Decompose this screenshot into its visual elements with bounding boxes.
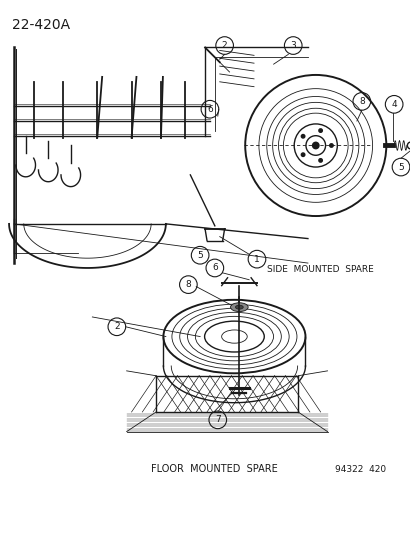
Text: 8: 8: [185, 280, 191, 289]
Text: 1: 1: [254, 255, 259, 264]
Text: 8: 8: [358, 97, 364, 106]
Text: FLOOR  MOUNTED  SPARE: FLOOR MOUNTED SPARE: [151, 464, 277, 474]
Text: 2: 2: [114, 322, 119, 332]
Text: 2: 2: [221, 41, 227, 50]
Text: 3: 3: [290, 41, 295, 50]
Circle shape: [300, 134, 305, 139]
Circle shape: [318, 158, 322, 163]
Circle shape: [311, 142, 319, 149]
Text: 6: 6: [211, 263, 217, 272]
Circle shape: [300, 152, 305, 157]
Text: SIDE  MOUNTED  SPARE: SIDE MOUNTED SPARE: [266, 265, 373, 274]
Text: 5: 5: [197, 251, 202, 260]
Text: 22-420A: 22-420A: [12, 18, 70, 32]
Ellipse shape: [235, 305, 243, 309]
Circle shape: [328, 143, 333, 148]
Text: 4: 4: [390, 100, 396, 109]
Text: 94322  420: 94322 420: [335, 465, 385, 474]
Ellipse shape: [230, 303, 247, 312]
Circle shape: [318, 128, 322, 133]
Text: 6: 6: [206, 104, 212, 114]
Text: 7: 7: [214, 415, 220, 424]
Text: 5: 5: [397, 163, 403, 172]
